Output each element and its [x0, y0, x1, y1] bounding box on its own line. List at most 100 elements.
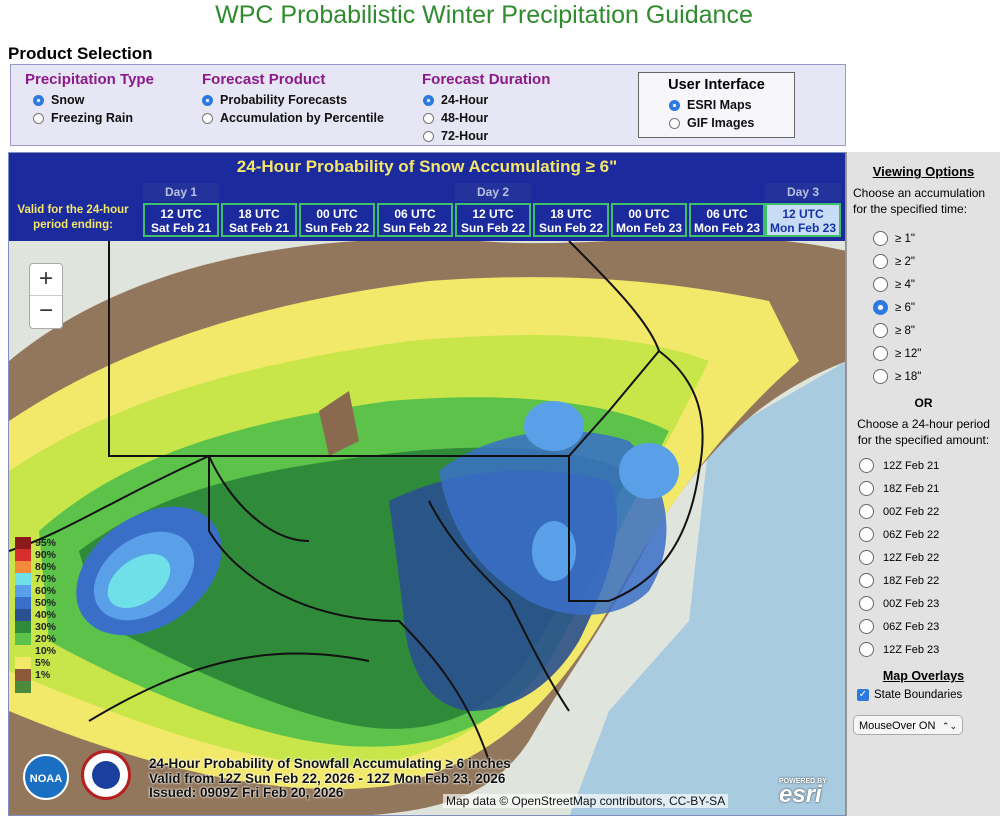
radio-icon[interactable]	[859, 619, 874, 634]
time-utc: 00 UTC	[628, 207, 670, 221]
radio-icon[interactable]	[859, 458, 874, 473]
forecast-product-group: Forecast Product Probability Forecasts A…	[194, 71, 384, 127]
time-utc: 18 UTC	[550, 207, 592, 221]
radio-icon[interactable]	[859, 642, 874, 657]
radio-selected-icon[interactable]	[669, 99, 680, 111]
day-label: Day 3	[765, 183, 841, 201]
radio-icon[interactable]	[423, 112, 434, 124]
period-option[interactable]: 00Z Feb 22	[859, 500, 1000, 523]
day-row: Day 1 Day 2 Day 3	[9, 183, 845, 201]
legend-swatch	[15, 561, 31, 573]
radio-icon[interactable]	[873, 323, 888, 338]
radio-icon[interactable]	[859, 527, 874, 542]
period-option[interactable]: 00Z Feb 23	[859, 592, 1000, 615]
probability-map[interactable]	[9, 241, 846, 816]
user-interface-group: User Interface ESRI Maps GIF Images	[638, 72, 795, 138]
time-date: Sun Feb 22	[304, 221, 369, 235]
legend-swatch	[15, 633, 31, 645]
time-period-tab[interactable]: 06 UTC Mon Feb 23	[689, 203, 765, 237]
time-period-tab[interactable]: 00 UTC Mon Feb 23	[611, 203, 687, 237]
time-period-tab[interactable]: 12 UTC Sat Feb 21	[143, 203, 219, 237]
radio-icon[interactable]	[873, 346, 888, 361]
radio-icon[interactable]	[33, 112, 44, 124]
legend-entry: 1%	[15, 669, 56, 681]
time-date: Mon Feb 23	[693, 221, 760, 235]
accumulation-label: ≥ 1"	[895, 232, 915, 245]
radio-icon[interactable]	[873, 231, 888, 246]
time-period-tab[interactable]: 18 UTC Sat Feb 21	[221, 203, 297, 237]
radio-selected-icon[interactable]	[33, 94, 44, 106]
legend-label: 20%	[35, 633, 57, 645]
or-label: OR	[914, 396, 933, 410]
time-date: Sun Feb 22	[460, 221, 525, 235]
duration-option-24[interactable]: 24-Hour	[423, 91, 550, 109]
radio-icon[interactable]	[859, 573, 874, 588]
forecast-product-title: Forecast Product	[202, 71, 326, 88]
radio-icon[interactable]	[873, 300, 888, 315]
radio-selected-icon[interactable]	[423, 94, 434, 106]
accumulation-option[interactable]: ≥ 6"	[873, 296, 1000, 319]
map-attribution[interactable]: Map data © OpenStreetMap contributors, C…	[443, 794, 729, 808]
map-header: 24-Hour Probability of Snow Accumulating…	[9, 153, 845, 241]
radio-selected-icon[interactable]	[202, 94, 213, 106]
accumulation-option[interactable]: ≥ 1"	[873, 227, 1000, 250]
forecast-duration-title: Forecast Duration	[422, 71, 551, 88]
accumulation-option[interactable]: ≥ 4"	[873, 273, 1000, 296]
ui-option-esri[interactable]: ESRI Maps	[669, 96, 794, 114]
radio-icon[interactable]	[423, 130, 434, 142]
time-period-tab[interactable]: 00 UTC Sun Feb 22	[299, 203, 375, 237]
period-option[interactable]: 18Z Feb 22	[859, 569, 1000, 592]
legend-entry	[15, 681, 56, 693]
period-option[interactable]: 06Z Feb 23	[859, 615, 1000, 638]
accumulation-option[interactable]: ≥ 8"	[873, 319, 1000, 342]
period-option[interactable]: 12Z Feb 22	[859, 546, 1000, 569]
radio-icon[interactable]	[873, 277, 888, 292]
ui-option-gif[interactable]: GIF Images	[669, 114, 794, 132]
radio-icon[interactable]	[859, 481, 874, 496]
forecast-product-option-percentile[interactable]: Accumulation by Percentile	[202, 109, 384, 127]
legend-label: 40%	[35, 609, 57, 621]
duration-option-72[interactable]: 72-Hour	[423, 127, 550, 145]
time-utc: 12 UTC	[160, 207, 202, 221]
radio-icon[interactable]	[859, 504, 874, 519]
legend-entry: 80%	[15, 561, 56, 573]
duration-option-48[interactable]: 48-Hour	[423, 109, 550, 127]
zoom-control: + −	[29, 263, 63, 329]
accumulation-option[interactable]: ≥ 12"	[873, 342, 1000, 365]
period-option[interactable]: 12Z Feb 23	[859, 638, 1000, 661]
period-option[interactable]: 12Z Feb 21	[859, 454, 1000, 477]
radio-icon[interactable]	[859, 550, 874, 565]
mouseover-select[interactable]: MouseOver ON ⌃⌄	[853, 715, 963, 735]
time-period-tab[interactable]: 12 UTC Sun Feb 22	[455, 203, 531, 237]
legend-entry: 10%	[15, 645, 56, 657]
valid-period-label: Valid for the 24-hour period ending:	[17, 204, 129, 231]
radio-icon[interactable]	[873, 254, 888, 269]
state-boundaries-checkbox[interactable]: ✓ State Boundaries	[857, 689, 963, 701]
radio-icon[interactable]	[859, 596, 874, 611]
zoom-out-button[interactable]: −	[38, 297, 53, 324]
time-period-tab[interactable]: 06 UTC Sun Feb 22	[377, 203, 453, 237]
period-option[interactable]: 18Z Feb 21	[859, 477, 1000, 500]
time-utc: 06 UTC	[394, 207, 436, 221]
accumulation-label: ≥ 4"	[895, 278, 915, 291]
radio-icon[interactable]	[202, 112, 213, 124]
time-date: Mon Feb 23	[615, 221, 682, 235]
time-period-tab[interactable]: 18 UTC Sun Feb 22	[533, 203, 609, 237]
zoom-in-button[interactable]: +	[30, 264, 62, 296]
accumulation-option[interactable]: ≥ 18"	[873, 365, 1000, 388]
radio-icon[interactable]	[873, 369, 888, 384]
checkmark-icon[interactable]: ✓	[857, 689, 869, 701]
accumulation-label: ≥ 2"	[895, 255, 915, 268]
precip-type-option-freezing-rain[interactable]: Freezing Rain	[33, 109, 154, 127]
forecast-product-option-probability[interactable]: Probability Forecasts	[202, 91, 384, 109]
map-panel[interactable]: 24-Hour Probability of Snow Accumulating…	[8, 152, 846, 816]
legend-swatch	[15, 537, 31, 549]
viewing-options-panel: Viewing Options Choose an accumulation f…	[846, 152, 1000, 816]
updown-chevron-icon: ⌃⌄	[941, 721, 957, 731]
period-option[interactable]: 06Z Feb 22	[859, 523, 1000, 546]
accumulation-option[interactable]: ≥ 2"	[873, 250, 1000, 273]
time-period-tab[interactable]: 12 UTC Mon Feb 23	[765, 203, 841, 237]
precip-type-option-snow[interactable]: Snow	[33, 91, 154, 109]
legend-swatch	[15, 621, 31, 633]
radio-icon[interactable]	[669, 117, 680, 129]
